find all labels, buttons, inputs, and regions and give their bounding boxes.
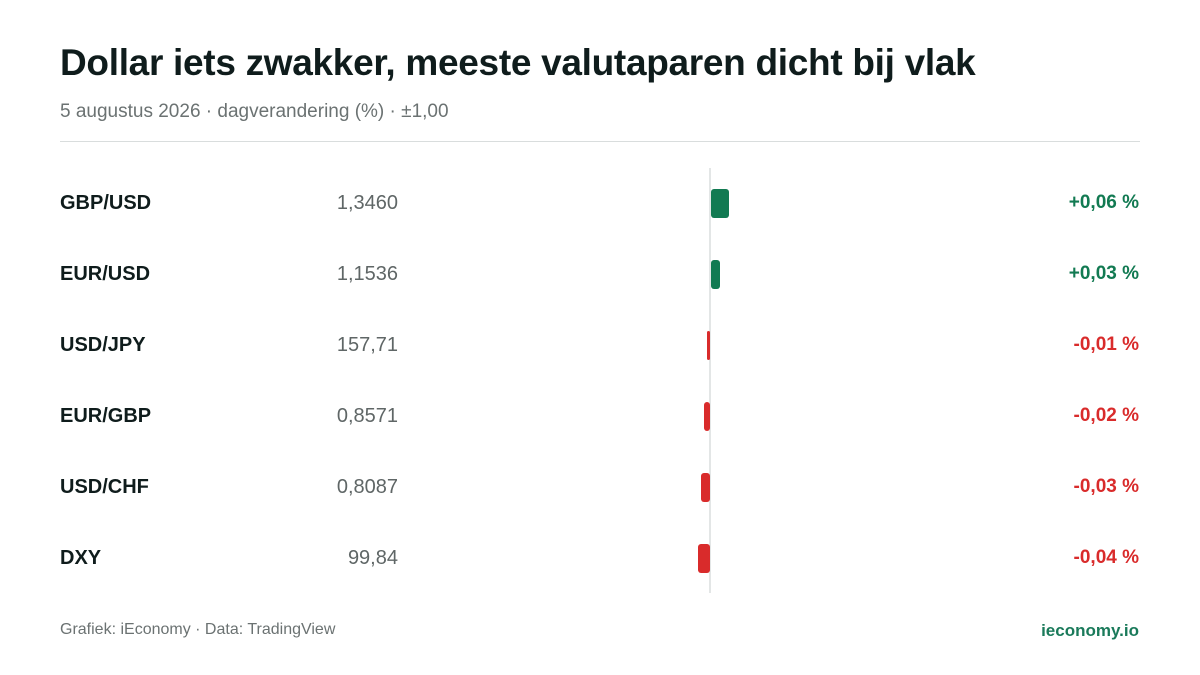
pair-label: EUR/USD: [60, 263, 151, 285]
change-label: +0,03 %: [1068, 263, 1139, 284]
change-bar: [711, 189, 729, 218]
change-bar: [711, 260, 720, 289]
change-bar: [701, 473, 710, 502]
rate-value: 1,3460: [336, 192, 398, 214]
change-bar: [707, 331, 710, 360]
change-label: -0,02 %: [1073, 405, 1139, 426]
rate-value: 157,71: [336, 334, 398, 356]
chart-rows: GBP/USD 1,3460 +0,06 % EUR/USD 1,1536 +0,03 %…: [0, 168, 1200, 593]
table-row: USD/JPY 157,71 -0,01 %: [0, 310, 1200, 381]
header-divider: [60, 141, 1140, 142]
chart-subtitle: 5 augustus 2026 · dagverandering (%) · ±…: [60, 101, 449, 122]
table-row: EUR/USD 1,1536 +0,03 %: [0, 239, 1200, 310]
footer-source: Grafiek: iEconomy · Data: TradingView: [60, 621, 336, 638]
table-row: DXY 99,84 -0,04 %: [0, 523, 1200, 594]
change-label: +0,06 %: [1068, 192, 1139, 213]
pair-label: USD/JPY: [60, 334, 146, 356]
table-row: USD/CHF 0,8087 -0,03 %: [0, 452, 1200, 523]
pair-label: DXY: [60, 547, 102, 569]
pair-label: GBP/USD: [60, 192, 152, 214]
change-label: -0,01 %: [1073, 334, 1139, 355]
change-label: -0,04 %: [1073, 547, 1139, 568]
table-row: GBP/USD 1,3460 +0,06 %: [0, 168, 1200, 239]
change-bar: [704, 402, 710, 431]
pair-label: USD/CHF: [60, 476, 149, 498]
rate-value: 1,1536: [336, 263, 398, 285]
change-label: -0,03 %: [1073, 476, 1139, 497]
rate-value: 0,8087: [336, 476, 398, 498]
change-bar: [698, 544, 710, 573]
rate-value: 99,84: [347, 547, 398, 569]
rate-value: 0,8571: [336, 405, 398, 427]
zero-axis-line: [709, 168, 711, 593]
pair-label: EUR/GBP: [60, 405, 152, 427]
chart-title: Dollar iets zwakker, meeste valutaparen …: [60, 42, 976, 83]
table-row: EUR/GBP 0,8571 -0,02 %: [0, 381, 1200, 452]
footer-brand-link[interactable]: ieconomy.io: [1041, 621, 1139, 640]
